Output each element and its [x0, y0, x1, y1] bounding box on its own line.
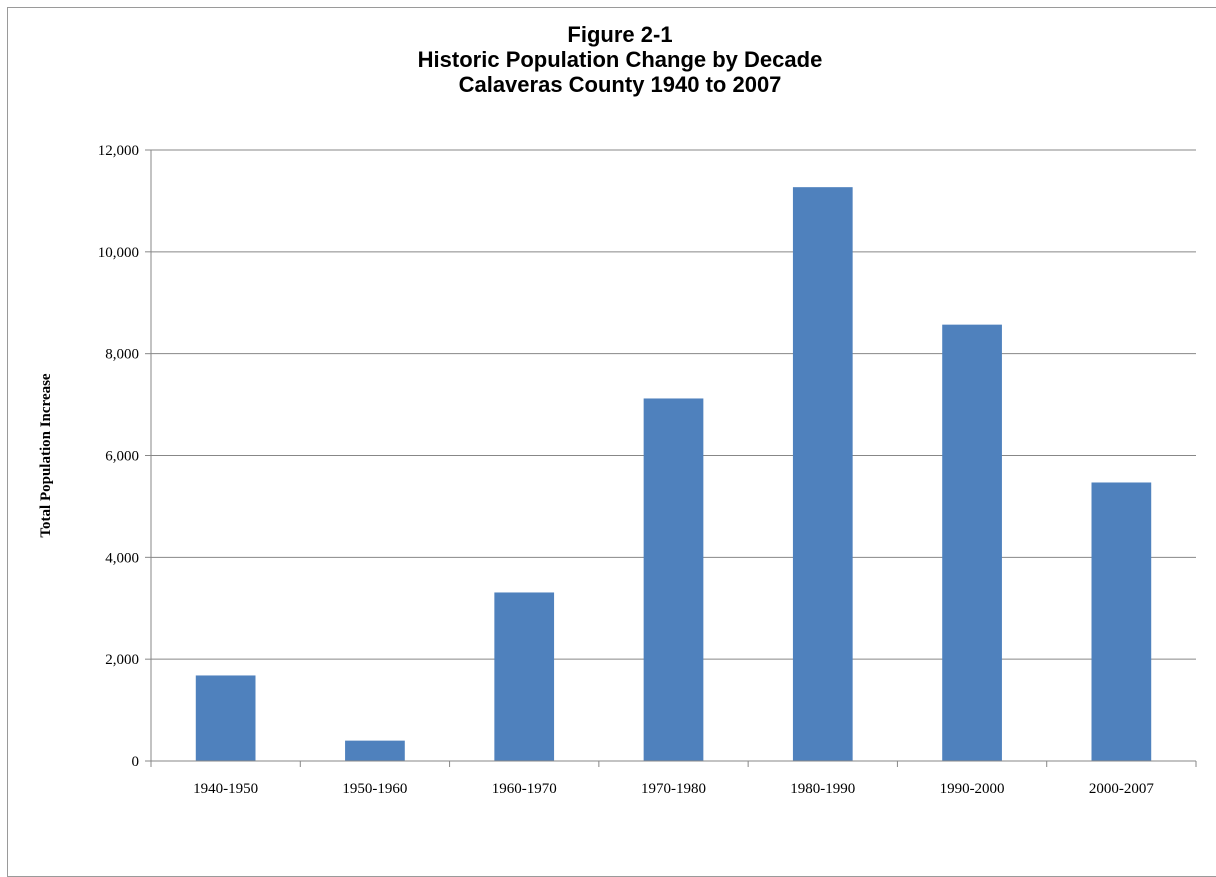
y-tick-label: 10,000 [98, 245, 139, 261]
bars [195, 187, 1152, 761]
chart-title-line-3: Calaveras County 1940 to 2007 [458, 72, 782, 97]
bar [195, 675, 256, 761]
chart-title-line-2: Historic Population Change by Decade [417, 47, 823, 72]
bar [643, 398, 704, 761]
y-tick-label: 12,000 [98, 143, 139, 159]
bar [1091, 482, 1152, 761]
x-tick-label: 2000-2007 [1089, 781, 1154, 797]
y-tick-label: 4,000 [105, 550, 139, 566]
x-tick-label: 1940-1950 [193, 781, 258, 797]
bar [942, 324, 1002, 761]
y-tick-label: 0 [132, 754, 140, 770]
y-axis-title: Total Population Increase [38, 373, 54, 538]
bar [792, 187, 853, 761]
x-tick-label: 1980-1990 [790, 781, 855, 797]
y-tick-label: 2,000 [105, 652, 139, 668]
x-tick-label: 1990-2000 [940, 781, 1005, 797]
y-tick-label: 8,000 [105, 347, 139, 363]
x-tick-label: 1970-1980 [641, 781, 706, 797]
x-tick-label: 1950-1960 [342, 781, 407, 797]
x-axis: 1940-1950 1950-1960 1960-1970 1970-1980 1980… [150, 150, 1197, 797]
bar [494, 592, 555, 761]
chart-title-line-1: Figure 2-1 [567, 22, 673, 47]
bar [345, 740, 405, 761]
x-tick-label: 1960-1970 [492, 781, 557, 797]
y-axis-ticks: 0 2,000 4,000 6,000 8,000 10,000 12,000 [98, 143, 151, 770]
y-tick-label: 6,000 [105, 449, 139, 465]
chart-title: Figure 2-1 Historic Population Change by… [0, 22, 1216, 97]
